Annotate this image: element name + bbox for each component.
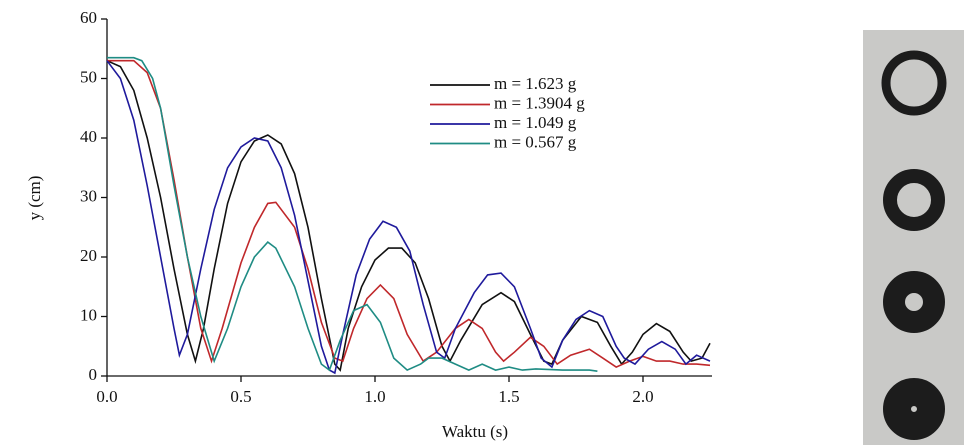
y-axis-label: y (cm) — [25, 176, 44, 221]
ring — [883, 271, 945, 333]
series-line — [106, 60, 711, 375]
y-tick-label: 60 — [80, 8, 97, 27]
y-tick-label: 20 — [80, 246, 97, 265]
y-tick-label: 30 — [80, 186, 97, 205]
series-line — [107, 59, 711, 369]
y-tick-label: 10 — [80, 305, 97, 324]
ring-photo — [863, 30, 964, 445]
x-tick-label: 0.0 — [96, 387, 117, 406]
x-axis-label: Waktu (s) — [442, 422, 508, 441]
photo-background — [863, 30, 964, 445]
ring — [883, 378, 945, 440]
y-tick-label: 0 — [89, 365, 98, 384]
ring — [881, 50, 947, 116]
y-tick-label: 40 — [80, 127, 97, 146]
series-line — [107, 56, 598, 372]
series-line — [106, 59, 711, 372]
legend-label: m = 0.567 g — [494, 132, 577, 151]
x-tick-label: 2.0 — [632, 387, 653, 406]
y-tick-label: 50 — [80, 67, 97, 86]
x-tick-label: 1.5 — [498, 387, 519, 406]
x-tick-label: 0.5 — [230, 387, 251, 406]
ring — [883, 169, 945, 231]
legend-label: m = 1.049 g — [494, 113, 577, 132]
legend-label: m = 1.3904 g — [494, 93, 585, 112]
legend-label: m = 1.623 g — [494, 74, 577, 93]
x-tick-label: 1.0 — [364, 387, 385, 406]
